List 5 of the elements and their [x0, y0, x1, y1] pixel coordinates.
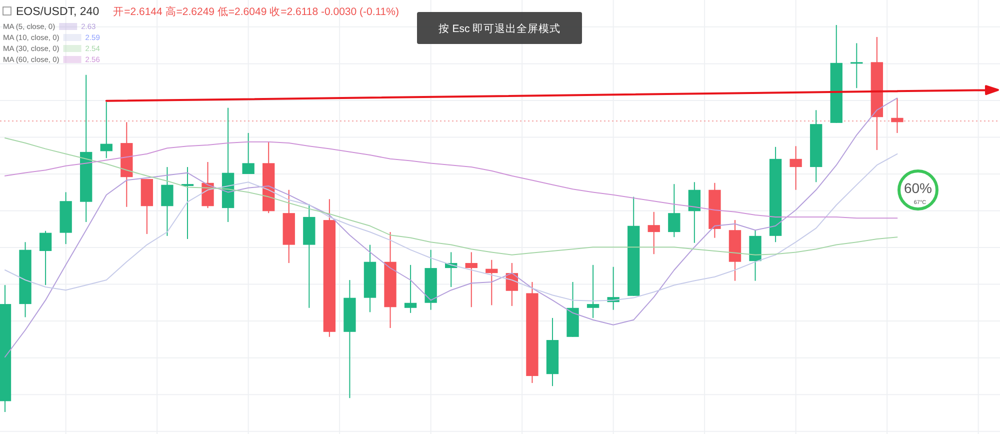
fullscreen-notice: 按 Esc 即可退出全屏模式	[417, 12, 582, 44]
chart-title: EOS/USDT, 240	[16, 6, 100, 18]
annotation: 按 Esc 即可退出全屏模式	[438, 22, 561, 35]
chart-subtitle: 开=2.6144 高=2.6249 低=2.6049 收=2.6118 -0.0030 (-0.11%)	[113, 5, 399, 18]
annotation: 60%	[904, 180, 932, 196]
